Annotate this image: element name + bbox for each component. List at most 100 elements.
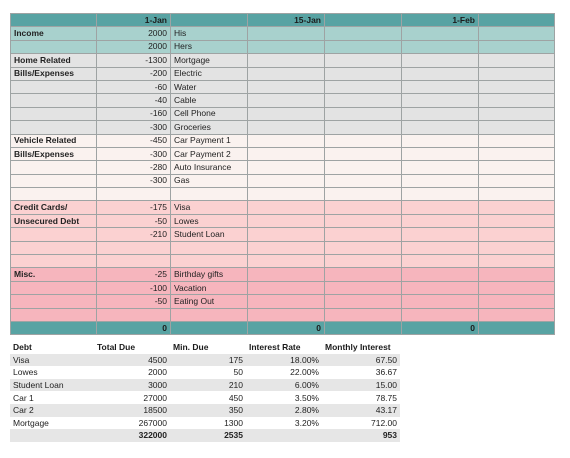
amount-cell[interactable]: -300 (96, 120, 171, 135)
debt-value-cell[interactable]: 450 (170, 391, 246, 404)
debt-name-cell[interactable]: Lowes (10, 366, 94, 379)
amount-cell[interactable]: 2000 (96, 26, 171, 41)
description-cell[interactable]: Groceries (170, 120, 248, 135)
description-cell[interactable]: Birthday gifts (170, 267, 248, 282)
description-cell[interactable]: Cable (170, 93, 248, 108)
description-cell[interactable]: His (170, 26, 248, 41)
total-cell[interactable]: 0 (401, 320, 479, 336)
empty-cell[interactable] (401, 79, 479, 95)
empty-cell[interactable] (401, 240, 479, 256)
debt-value-cell[interactable]: 4500 (94, 353, 170, 367)
empty-cell[interactable] (478, 66, 555, 81)
empty-cell[interactable] (478, 307, 555, 322)
empty-cell[interactable] (401, 254, 479, 269)
description-cell[interactable]: Car Payment 1 (170, 133, 248, 148)
category-label-cell[interactable] (10, 93, 97, 108)
total-cell[interactable]: 0 (96, 320, 171, 336)
category-label-cell[interactable] (10, 160, 97, 175)
debt-value-cell[interactable]: 210 (170, 378, 246, 392)
debt-value-cell[interactable]: 27000 (94, 391, 170, 404)
empty-cell[interactable] (401, 66, 479, 81)
empty-cell[interactable] (401, 93, 479, 108)
empty-cell[interactable] (324, 160, 402, 175)
amount-cell[interactable] (96, 307, 171, 322)
empty-cell[interactable] (478, 120, 555, 135)
debt-column-header[interactable]: Debt (10, 341, 94, 354)
amount-cell[interactable]: -160 (96, 106, 171, 122)
category-label-cell[interactable] (10, 173, 97, 189)
empty-cell[interactable] (401, 267, 479, 282)
empty-cell[interactable] (401, 106, 479, 122)
empty-cell[interactable] (247, 280, 325, 296)
debt-column-header[interactable]: Min. Due (170, 341, 246, 354)
description-cell[interactable]: Lowes (170, 213, 248, 229)
debt-name-cell[interactable]: Car 1 (10, 391, 94, 404)
empty-cell[interactable] (247, 39, 325, 55)
header-cell[interactable] (10, 12, 97, 28)
total-cell[interactable] (10, 320, 97, 336)
empty-cell[interactable] (324, 53, 402, 68)
description-cell[interactable]: Visa (170, 200, 248, 215)
empty-cell[interactable] (401, 200, 479, 215)
description-cell[interactable]: Auto Insurance (170, 160, 248, 175)
amount-cell[interactable]: -25 (96, 267, 171, 282)
debt-value-cell[interactable]: 22.00% (246, 366, 322, 379)
category-label-cell[interactable] (10, 39, 97, 55)
total-cell[interactable] (170, 320, 248, 336)
category-label-cell[interactable]: Vehicle Related (10, 133, 97, 148)
empty-cell[interactable] (324, 79, 402, 95)
empty-cell[interactable] (247, 53, 325, 68)
amount-cell[interactable]: -210 (96, 227, 171, 242)
empty-cell[interactable] (324, 66, 402, 81)
debt-value-cell[interactable]: 50 (170, 366, 246, 379)
amount-cell[interactable]: -280 (96, 160, 171, 175)
empty-cell[interactable] (247, 213, 325, 229)
debt-value-cell[interactable]: 36.67 (322, 366, 400, 379)
empty-cell[interactable] (478, 280, 555, 296)
empty-cell[interactable] (324, 280, 402, 296)
description-cell[interactable] (170, 187, 248, 202)
description-cell[interactable]: Electric (170, 66, 248, 81)
description-cell[interactable] (170, 307, 248, 322)
amount-cell[interactable]: -60 (96, 79, 171, 95)
amount-cell[interactable] (96, 254, 171, 269)
amount-cell[interactable]: -200 (96, 66, 171, 81)
category-label-cell[interactable] (10, 227, 97, 242)
empty-cell[interactable] (324, 93, 402, 108)
debt-value-cell[interactable]: 18500 (94, 403, 170, 417)
empty-cell[interactable] (247, 173, 325, 189)
debt-value-cell[interactable]: 2000 (94, 366, 170, 379)
debt-value-cell[interactable]: 267000 (94, 416, 170, 430)
debt-value-cell[interactable]: 18.00% (246, 353, 322, 367)
amount-cell[interactable]: -175 (96, 200, 171, 215)
debt-name-cell[interactable]: Mortgage (10, 416, 94, 430)
empty-cell[interactable] (247, 66, 325, 81)
amount-cell[interactable]: -100 (96, 280, 171, 296)
description-cell[interactable]: Car Payment 2 (170, 146, 248, 162)
category-label-cell[interactable]: Misc. (10, 267, 97, 282)
amount-cell[interactable]: -50 (96, 294, 171, 309)
debt-column-header[interactable]: Interest Rate (246, 341, 322, 354)
empty-cell[interactable] (247, 267, 325, 282)
header-cell[interactable] (170, 12, 248, 28)
header-cell[interactable]: 1-Jan (96, 12, 171, 28)
description-cell[interactable]: Cell Phone (170, 106, 248, 122)
empty-cell[interactable] (478, 53, 555, 68)
category-label-cell[interactable]: Home Related (10, 53, 97, 68)
empty-cell[interactable] (324, 267, 402, 282)
debt-value-cell[interactable]: 712.00 (322, 416, 400, 430)
debt-total-cell[interactable]: 322000 (94, 429, 170, 442)
empty-cell[interactable] (401, 213, 479, 229)
debt-column-header[interactable]: Total Due (94, 341, 170, 354)
debt-total-cell[interactable] (246, 429, 322, 442)
debt-name-cell[interactable]: Student Loan (10, 378, 94, 392)
empty-cell[interactable] (247, 79, 325, 95)
empty-cell[interactable] (247, 187, 325, 202)
empty-cell[interactable] (324, 26, 402, 41)
category-label-cell[interactable] (10, 240, 97, 256)
empty-cell[interactable] (324, 227, 402, 242)
empty-cell[interactable] (324, 187, 402, 202)
category-label-cell[interactable]: Income (10, 26, 97, 41)
empty-cell[interactable] (324, 307, 402, 322)
description-cell[interactable]: Mortgage (170, 53, 248, 68)
